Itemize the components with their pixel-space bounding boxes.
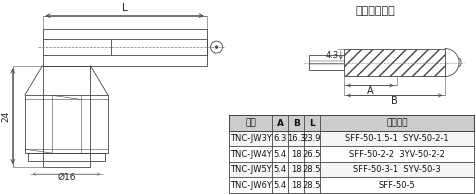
- Bar: [229, 177, 474, 193]
- Bar: [309, 55, 344, 70]
- Text: L: L: [122, 3, 128, 13]
- Text: 5.4: 5.4: [274, 150, 287, 159]
- Bar: [229, 162, 474, 177]
- Bar: [42, 29, 207, 66]
- Bar: [229, 115, 474, 131]
- Text: A: A: [277, 119, 284, 128]
- Text: SFF-50-1.5-1  SYV-50-2-1: SFF-50-1.5-1 SYV-50-2-1: [345, 134, 449, 143]
- Text: TNC-JW4Y: TNC-JW4Y: [230, 150, 272, 159]
- Text: 18: 18: [291, 181, 301, 190]
- Text: 18: 18: [291, 165, 301, 174]
- Text: 26.5: 26.5: [303, 150, 321, 159]
- Bar: [28, 153, 105, 161]
- Text: SFF-50-3-1  SYV-50-3: SFF-50-3-1 SYV-50-3: [353, 165, 441, 174]
- Text: B: B: [293, 119, 299, 128]
- Text: 类型: 类型: [246, 119, 256, 128]
- Bar: [344, 49, 445, 76]
- Text: 6.3: 6.3: [274, 134, 287, 143]
- Text: TNC-JW3Y: TNC-JW3Y: [230, 134, 272, 143]
- Text: 28.5: 28.5: [303, 181, 321, 190]
- Text: 适配电缆: 适配电缆: [386, 119, 408, 128]
- Text: L: L: [309, 119, 315, 128]
- Bar: [111, 39, 207, 55]
- Text: SFF-50-5: SFF-50-5: [378, 181, 416, 190]
- Text: 5.4: 5.4: [274, 181, 287, 190]
- Text: 5.4: 5.4: [274, 165, 287, 174]
- Circle shape: [215, 46, 218, 49]
- Text: SFF-50-2-2  3YV-50-2-2: SFF-50-2-2 3YV-50-2-2: [349, 150, 445, 159]
- Text: 28.5: 28.5: [303, 165, 321, 174]
- Text: 16.3: 16.3: [287, 134, 306, 143]
- Text: TNC-JW6Y: TNC-JW6Y: [230, 181, 272, 190]
- Text: B: B: [391, 96, 398, 106]
- Text: A: A: [367, 86, 374, 96]
- Text: 18: 18: [291, 150, 301, 159]
- Text: TNC-JW5Y: TNC-JW5Y: [230, 165, 272, 174]
- Bar: [42, 66, 90, 167]
- Bar: [25, 95, 108, 153]
- Text: Ø16: Ø16: [57, 173, 76, 182]
- Text: 电缆剖线尺寸: 电缆剖线尺寸: [356, 6, 396, 16]
- Text: 4.3: 4.3: [326, 51, 339, 60]
- Text: 24: 24: [2, 111, 11, 122]
- Text: 23.9: 23.9: [303, 134, 321, 143]
- Bar: [229, 146, 474, 162]
- Bar: [229, 131, 474, 146]
